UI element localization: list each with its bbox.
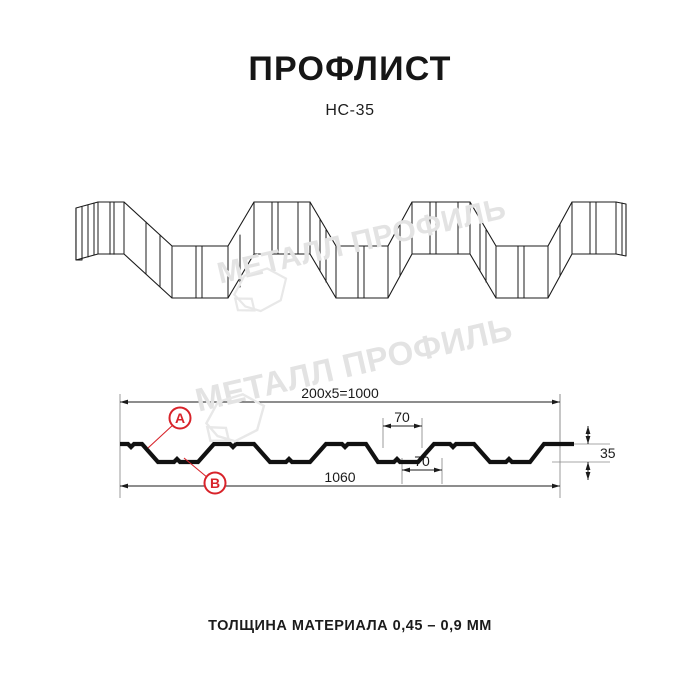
callout-group: A B: [147, 406, 227, 495]
dimension-label-width: 1060: [324, 469, 355, 485]
header: ПРОФЛИСТ НС-35: [0, 52, 700, 120]
isometric-profile-svg: [75, 201, 627, 299]
material-thickness-label: ТОЛЩИНА МАТЕРИАЛА 0,45 – 0,9 ММ: [208, 618, 492, 634]
footer: ТОЛЩИНА МАТЕРИАЛА 0,45 – 0,9 ММ: [0, 618, 700, 634]
dimension-label-height: 35: [600, 445, 616, 461]
callout-leader-b: [183, 457, 209, 479]
dimension-label-pitch: 200x5=1000: [301, 385, 379, 401]
dimension-label-trough: 70: [414, 453, 430, 469]
callout-leader-a: [147, 423, 175, 449]
page-title: ПРОФЛИСТ: [248, 50, 452, 88]
callout-circle-b: [203, 471, 227, 495]
dimension-label-crest: 70: [394, 409, 410, 425]
isometric-profile-view: [68, 188, 634, 318]
cross-section-view: 200x5=1000 1060 70 70 35 A B: [100, 385, 630, 506]
callout-label-a: A: [175, 410, 185, 426]
callout-label-b: B: [210, 475, 220, 491]
dimension-lines: [120, 399, 591, 489]
callout-circle-a: [168, 406, 192, 430]
product-model-label: НС-35: [325, 102, 375, 119]
cross-section-svg: 200x5=1000 1060 70 70 35 A B: [119, 385, 616, 498]
profile-section-path: [120, 441, 574, 465]
